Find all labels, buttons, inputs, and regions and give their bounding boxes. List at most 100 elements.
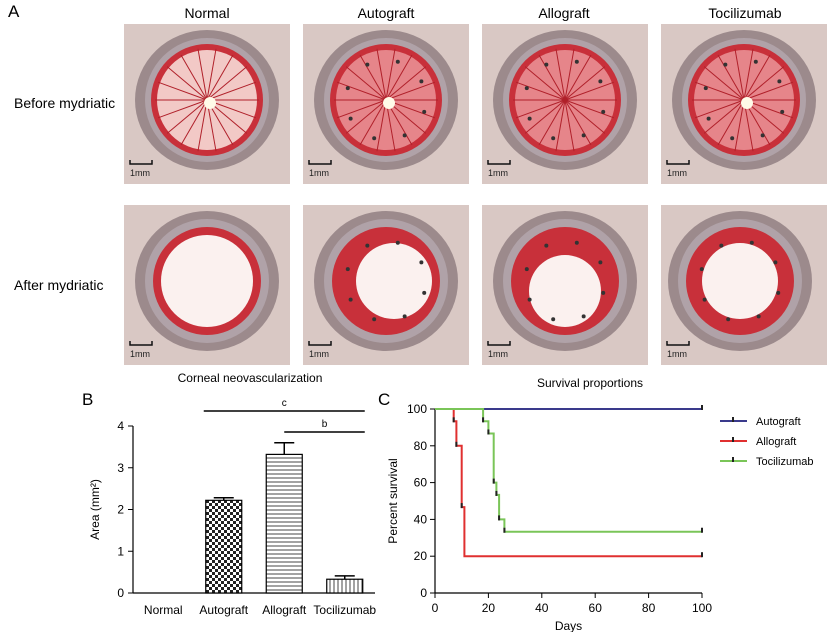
suture-knot xyxy=(402,314,407,319)
vessel xyxy=(206,48,217,101)
suture-knot xyxy=(581,133,586,138)
y-tick-label: 60 xyxy=(414,476,428,490)
suture-knot xyxy=(422,290,427,295)
panel-c-letter: C xyxy=(378,390,391,409)
suture-knot xyxy=(551,136,556,141)
y-tick-label: 1 xyxy=(117,544,124,558)
opaque-pupil xyxy=(356,243,432,319)
vessel xyxy=(385,48,396,101)
suture-knot xyxy=(581,314,586,319)
suture-knot xyxy=(760,133,765,138)
eye-photo-autograft-after: 1mm xyxy=(303,205,469,365)
vessel xyxy=(717,54,745,101)
x-tick-label: Tocilizumab xyxy=(313,603,376,617)
suture-knot xyxy=(551,317,556,322)
x-tick-label: 60 xyxy=(589,601,603,615)
scale-bar-label: 1mm xyxy=(130,168,150,178)
significance-label: c xyxy=(282,398,287,409)
survival-line-allograft xyxy=(435,408,702,558)
vessel xyxy=(717,99,745,146)
suture-knot xyxy=(527,297,532,302)
suture-knot xyxy=(419,79,424,84)
y-axis-label: Area (mm²) xyxy=(88,479,102,540)
suture-knot xyxy=(348,297,353,302)
suture-knot xyxy=(776,290,781,295)
vessel xyxy=(180,99,208,146)
eye-photo-tocilizumab-after: 1mm xyxy=(661,205,827,365)
vessel xyxy=(734,99,745,152)
y-tick-label: 80 xyxy=(414,439,428,453)
eye-photo-normal-after: 1mm xyxy=(124,205,290,365)
y-tick-label: 3 xyxy=(117,461,124,475)
vessel xyxy=(206,81,257,101)
vessel xyxy=(206,66,248,101)
suture-knot xyxy=(345,267,350,272)
vessel xyxy=(345,66,387,101)
x-tick-label: 40 xyxy=(535,601,549,615)
scale-bar-label: 1mm xyxy=(667,168,687,178)
column-label-autograft: Autograft xyxy=(357,5,415,21)
vessel xyxy=(336,81,387,101)
column-label-normal: Normal xyxy=(184,5,230,21)
vessel xyxy=(376,48,387,101)
vessel xyxy=(743,48,754,101)
vessel xyxy=(385,81,436,101)
suture-knot xyxy=(730,136,735,141)
x-tick-label: 0 xyxy=(432,601,439,615)
vessel xyxy=(157,81,208,101)
eye-photo-allograft-after: 1mm xyxy=(482,205,648,365)
row-label-before-mydriatic: Before mydriatic xyxy=(14,95,116,111)
eye-photo-normal-before: 1mm xyxy=(124,24,290,184)
suture-knot xyxy=(703,86,708,91)
vessel xyxy=(743,81,794,101)
vessel xyxy=(703,99,745,134)
opaque-pupil xyxy=(529,255,601,327)
suture-knot xyxy=(706,116,711,121)
survival-chart: 0 20 40 60 80 100 0 20 40 60 80 100 Days Percent surv… xyxy=(386,402,813,632)
suture-knot xyxy=(699,267,704,272)
suture-knot xyxy=(372,317,377,322)
bar-allograft xyxy=(265,453,303,594)
y-tick-label: 0 xyxy=(117,586,124,600)
vessel xyxy=(703,66,745,101)
vessel xyxy=(385,66,427,101)
significance-label: b xyxy=(322,419,328,430)
suture-knot xyxy=(524,86,529,91)
y-axis-label: Percent survival xyxy=(386,458,400,543)
bar-tocilizumab xyxy=(326,578,364,594)
suture-knot xyxy=(719,243,724,248)
scale-bar xyxy=(129,160,153,165)
x-tick-label: Normal xyxy=(144,603,183,617)
vessel xyxy=(694,81,745,101)
x-tick-label: 100 xyxy=(692,601,712,615)
vessel xyxy=(385,54,413,101)
vessel xyxy=(555,99,566,152)
scale-bar-label: 1mm xyxy=(667,349,687,359)
suture-knot xyxy=(422,109,427,114)
column-label-allograft: Allograft xyxy=(538,5,590,21)
optic-disc xyxy=(204,97,216,109)
suture-knot xyxy=(749,240,754,245)
vessel xyxy=(524,99,566,134)
vessel xyxy=(180,54,208,101)
vessel xyxy=(538,54,566,101)
legend-label: Allograft xyxy=(756,436,796,448)
x-tick-label: Allograft xyxy=(262,603,307,617)
eye-photo-autograft-before: 1mm xyxy=(303,24,469,184)
suture-knot xyxy=(601,290,606,295)
suture-knot xyxy=(365,62,370,67)
vessel xyxy=(197,99,208,152)
vessel xyxy=(166,99,208,134)
opaque-pupil xyxy=(702,243,778,319)
chart-c-title: Survival proportions xyxy=(536,376,644,390)
vessel xyxy=(694,99,745,119)
row-label-after-mydriatic: After mydriatic xyxy=(14,277,104,293)
suture-knot xyxy=(395,59,400,64)
x-tick-label: 20 xyxy=(482,601,496,615)
suture-knot xyxy=(598,260,603,265)
chart-b-title: Corneal neovascularization xyxy=(177,371,323,385)
vessel xyxy=(336,99,387,119)
scale-bar xyxy=(308,341,332,346)
legend-label: Tocilizumab xyxy=(756,456,813,468)
scale-bar-label: 1mm xyxy=(309,168,329,178)
